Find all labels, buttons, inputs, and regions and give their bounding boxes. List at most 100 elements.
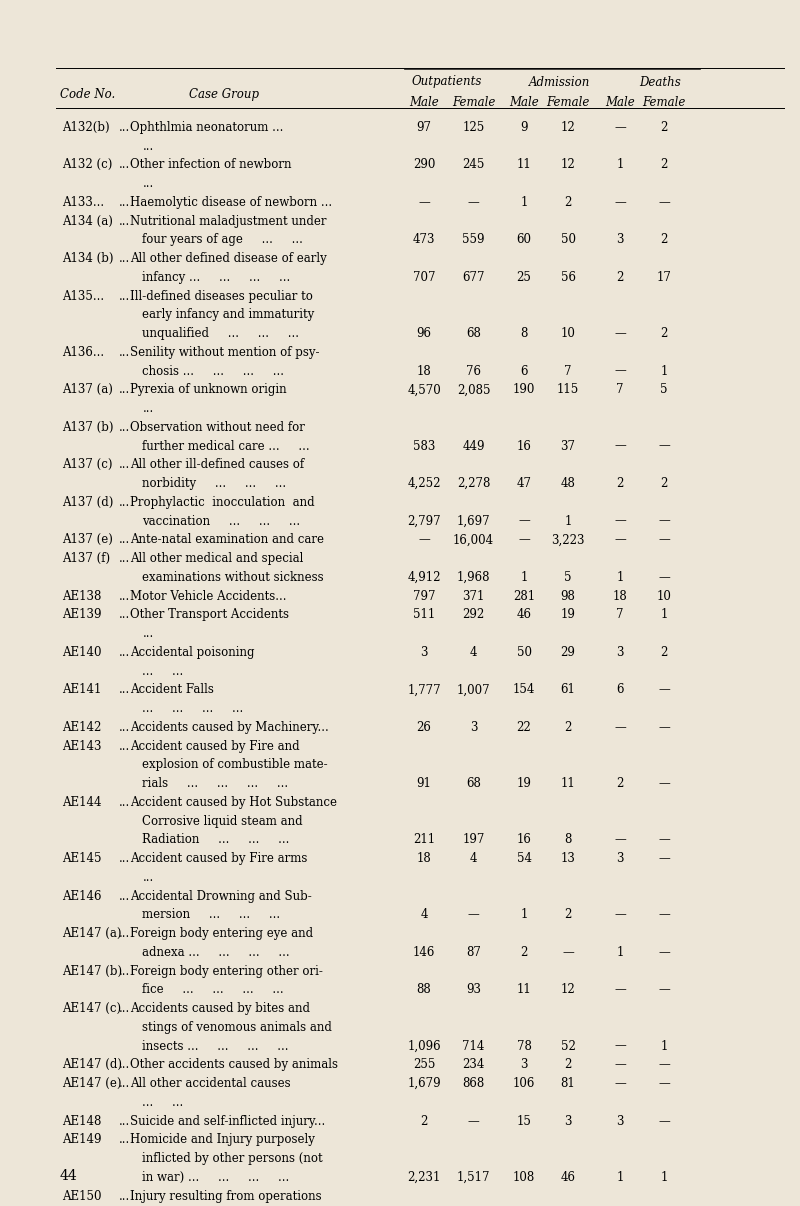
Text: ...: ... xyxy=(118,646,130,658)
Text: —: — xyxy=(614,721,626,734)
Text: —: — xyxy=(518,533,530,546)
Text: 22: 22 xyxy=(517,721,531,734)
Text: ...: ... xyxy=(118,252,130,265)
Text: ...: ... xyxy=(118,965,130,978)
Text: 559: 559 xyxy=(462,234,485,246)
Text: 1: 1 xyxy=(520,195,528,209)
Text: —: — xyxy=(468,1114,479,1128)
Text: Injury resulting from operations: Injury resulting from operations xyxy=(130,1189,322,1202)
Text: Other Transport Accidents: Other Transport Accidents xyxy=(130,608,290,621)
Text: All other medical and special: All other medical and special xyxy=(130,552,304,566)
Text: AE149: AE149 xyxy=(62,1134,101,1147)
Text: 8: 8 xyxy=(520,327,528,340)
Text: Prophylactic  inocculation  and: Prophylactic inocculation and xyxy=(130,496,315,509)
Text: Accident caused by Hot Substance: Accident caused by Hot Substance xyxy=(130,796,338,809)
Text: 2: 2 xyxy=(616,777,624,790)
Text: 19: 19 xyxy=(517,777,531,790)
Text: ...: ... xyxy=(118,1002,130,1015)
Text: Case Group: Case Group xyxy=(189,88,259,101)
Text: Other infection of newborn: Other infection of newborn xyxy=(130,158,292,171)
Text: Accidental poisoning: Accidental poisoning xyxy=(130,646,255,658)
Text: Ante-natal examination and care: Ante-natal examination and care xyxy=(130,533,325,546)
Text: A135...: A135... xyxy=(62,289,104,303)
Text: 11: 11 xyxy=(561,777,575,790)
Text: A132(b): A132(b) xyxy=(62,121,110,134)
Text: ...: ... xyxy=(142,871,154,884)
Text: ...: ... xyxy=(118,721,130,734)
Text: fice     ...     ...     ...     ...: fice ... ... ... ... xyxy=(142,983,284,996)
Text: 1,517: 1,517 xyxy=(457,1171,490,1184)
Text: ...: ... xyxy=(118,796,130,809)
Text: ...: ... xyxy=(118,1077,130,1090)
Text: 677: 677 xyxy=(462,271,485,283)
Text: four years of age     ...     ...: four years of age ... ... xyxy=(142,234,303,246)
Text: 7: 7 xyxy=(564,364,572,377)
Text: 245: 245 xyxy=(462,158,485,171)
Text: —: — xyxy=(658,721,670,734)
Text: 511: 511 xyxy=(413,608,435,621)
Text: adnexa ...     ...     ...     ...: adnexa ... ... ... ... xyxy=(142,946,290,959)
Text: 2: 2 xyxy=(564,195,572,209)
Text: —: — xyxy=(614,833,626,847)
Text: Accident caused by Fire and: Accident caused by Fire and xyxy=(130,739,300,753)
Text: 868: 868 xyxy=(462,1077,485,1090)
Text: —: — xyxy=(658,777,670,790)
Text: 2: 2 xyxy=(616,478,624,490)
Text: 61: 61 xyxy=(561,684,575,696)
Text: A132 (c): A132 (c) xyxy=(62,158,112,171)
Text: ...: ... xyxy=(118,346,130,359)
Text: AE147 (d): AE147 (d) xyxy=(62,1059,122,1071)
Text: 96: 96 xyxy=(417,327,431,340)
Text: inflicted by other persons (not: inflicted by other persons (not xyxy=(142,1152,323,1165)
Text: 1: 1 xyxy=(564,515,572,527)
Text: mersion     ...     ...     ...: mersion ... ... ... xyxy=(142,908,281,921)
Text: 7: 7 xyxy=(616,608,624,621)
Text: ...: ... xyxy=(118,1189,130,1202)
Text: 1: 1 xyxy=(660,1171,668,1184)
Text: 3,223: 3,223 xyxy=(551,533,585,546)
Text: ...     ...     ...     ...: ... ... ... ... xyxy=(142,702,244,715)
Text: A137 (c): A137 (c) xyxy=(62,458,112,472)
Text: —: — xyxy=(658,195,670,209)
Text: —: — xyxy=(518,515,530,527)
Text: 1: 1 xyxy=(616,570,624,584)
Text: 2: 2 xyxy=(616,271,624,283)
Text: —: — xyxy=(658,440,670,452)
Text: —: — xyxy=(614,983,626,996)
Text: 1,096: 1,096 xyxy=(407,1040,441,1053)
Text: —: — xyxy=(658,908,670,921)
Text: A133...: A133... xyxy=(62,195,104,209)
Text: ...     ...: ... ... xyxy=(142,665,184,678)
Text: —: — xyxy=(614,121,626,134)
Text: ...: ... xyxy=(118,608,130,621)
Text: 16: 16 xyxy=(517,833,531,847)
Text: 2: 2 xyxy=(660,327,668,340)
Text: 29: 29 xyxy=(561,646,575,658)
Text: —: — xyxy=(614,440,626,452)
Text: AE139: AE139 xyxy=(62,608,101,621)
Text: A134 (b): A134 (b) xyxy=(62,252,113,265)
Text: 46: 46 xyxy=(561,1171,575,1184)
Text: 2: 2 xyxy=(660,646,668,658)
Text: 12: 12 xyxy=(561,158,575,171)
Text: 1: 1 xyxy=(520,570,528,584)
Text: —: — xyxy=(614,1059,626,1071)
Text: ...: ... xyxy=(118,458,130,472)
Text: A137 (f): A137 (f) xyxy=(62,552,110,566)
Text: 1,968: 1,968 xyxy=(457,570,490,584)
Text: Haemolytic disease of newborn ...: Haemolytic disease of newborn ... xyxy=(130,195,333,209)
Text: 473: 473 xyxy=(413,234,435,246)
Text: Deaths: Deaths xyxy=(639,76,681,88)
Text: 4,912: 4,912 xyxy=(407,570,441,584)
Text: —: — xyxy=(614,515,626,527)
Text: early infancy and immaturity: early infancy and immaturity xyxy=(142,309,314,321)
Text: 115: 115 xyxy=(557,384,579,397)
Text: 211: 211 xyxy=(413,833,435,847)
Text: AE138: AE138 xyxy=(62,590,101,603)
Text: ...: ... xyxy=(118,684,130,696)
Text: —: — xyxy=(614,533,626,546)
Text: 7: 7 xyxy=(616,384,624,397)
Text: Male: Male xyxy=(605,95,635,109)
Text: ...     ...: ... ... xyxy=(142,1096,184,1108)
Text: 10: 10 xyxy=(561,327,575,340)
